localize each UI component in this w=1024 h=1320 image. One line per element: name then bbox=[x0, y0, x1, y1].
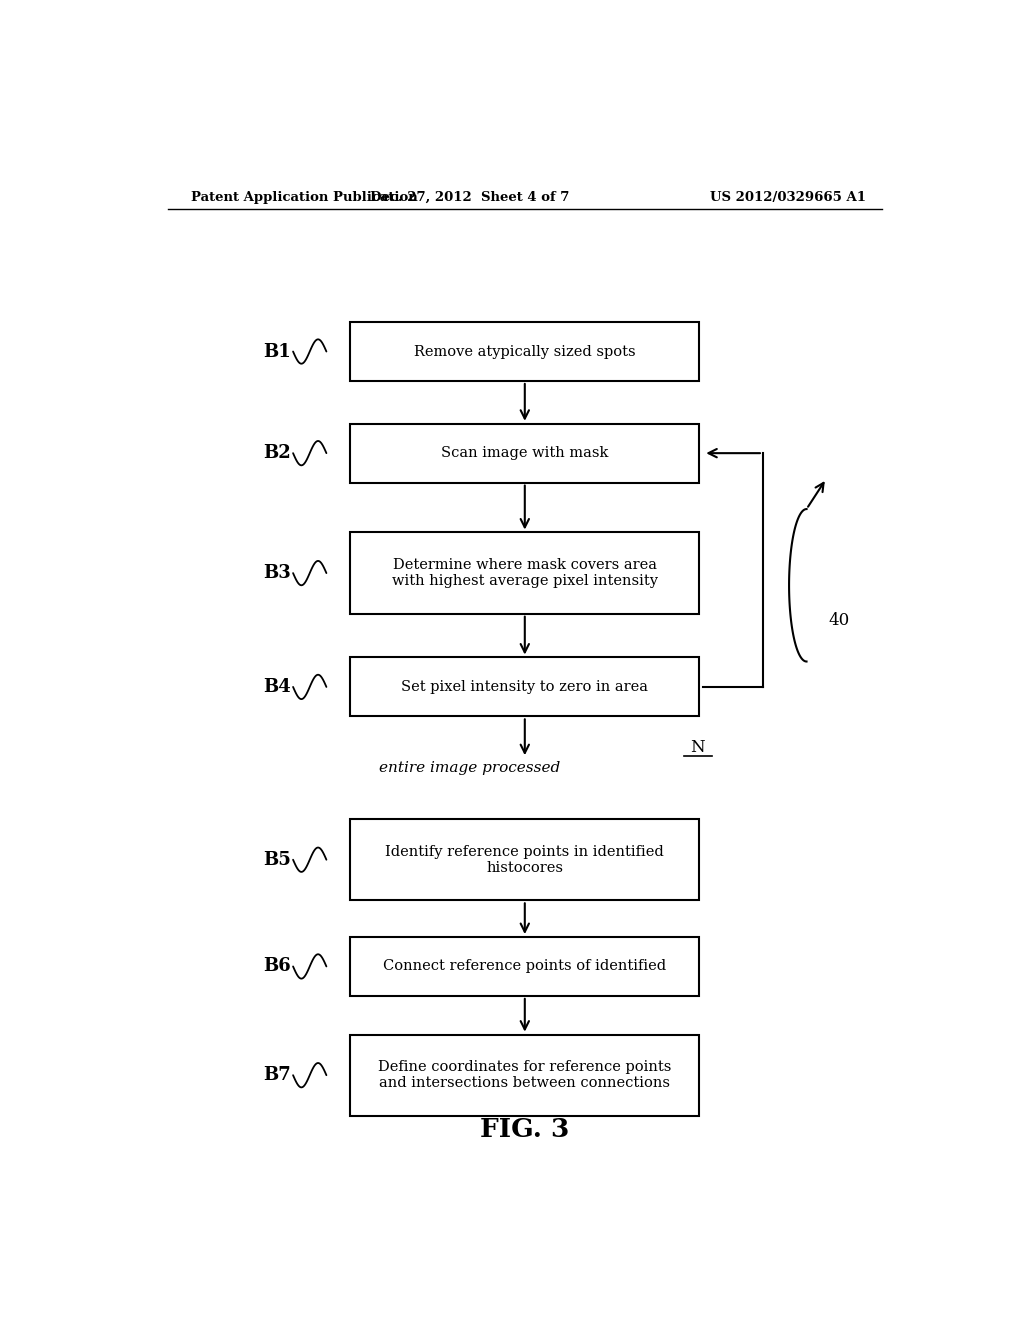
Text: Determine where mask covers area
with highest average pixel intensity: Determine where mask covers area with hi… bbox=[392, 558, 657, 589]
Text: Remove atypically sized spots: Remove atypically sized spots bbox=[414, 345, 636, 359]
Text: B5: B5 bbox=[263, 850, 291, 869]
Text: B4: B4 bbox=[263, 678, 291, 696]
Text: Set pixel intensity to zero in area: Set pixel intensity to zero in area bbox=[401, 680, 648, 694]
Text: Identify reference points in identified
histocores: Identify reference points in identified … bbox=[385, 845, 665, 875]
Text: Connect reference points of identified: Connect reference points of identified bbox=[383, 960, 667, 973]
Text: FIG. 3: FIG. 3 bbox=[480, 1117, 569, 1142]
Text: N: N bbox=[690, 739, 706, 756]
Text: B1: B1 bbox=[263, 342, 291, 360]
Text: 40: 40 bbox=[828, 612, 849, 630]
Bar bbox=[350, 937, 699, 995]
Text: Scan image with mask: Scan image with mask bbox=[441, 446, 608, 461]
Text: entire image processed: entire image processed bbox=[379, 762, 560, 775]
Bar bbox=[350, 818, 699, 900]
Text: Define coordinates for reference points
and intersections between connections: Define coordinates for reference points … bbox=[378, 1060, 672, 1090]
Text: B7: B7 bbox=[263, 1067, 291, 1084]
Bar bbox=[350, 1035, 699, 1115]
Bar bbox=[350, 657, 699, 717]
Bar bbox=[350, 424, 699, 483]
Bar bbox=[350, 532, 699, 614]
Bar bbox=[350, 322, 699, 381]
Text: Dec. 27, 2012  Sheet 4 of 7: Dec. 27, 2012 Sheet 4 of 7 bbox=[370, 190, 569, 203]
Text: US 2012/0329665 A1: US 2012/0329665 A1 bbox=[710, 190, 866, 203]
Text: B3: B3 bbox=[263, 564, 291, 582]
Text: B2: B2 bbox=[263, 444, 291, 462]
Text: B6: B6 bbox=[263, 957, 291, 975]
Text: Patent Application Publication: Patent Application Publication bbox=[191, 190, 418, 203]
